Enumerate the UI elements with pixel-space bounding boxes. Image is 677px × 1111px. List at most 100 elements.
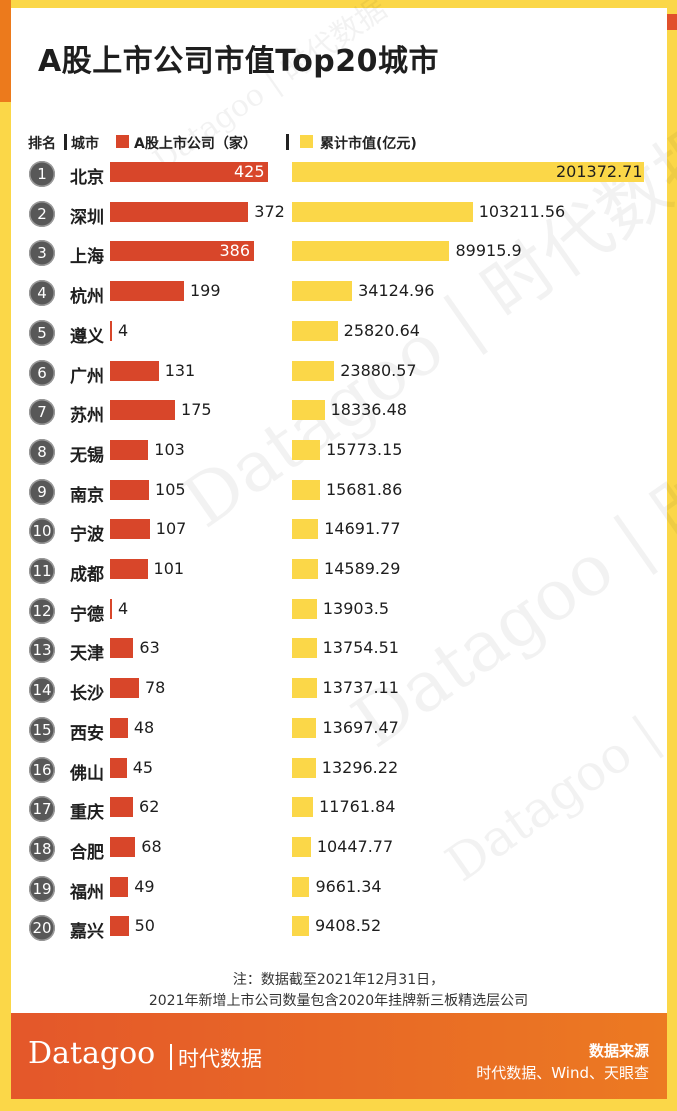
count-bar xyxy=(110,876,129,897)
table-row: 9 南京 105 15681.86 xyxy=(0,476,677,506)
value-label: 18336.48 xyxy=(330,400,407,420)
footer-band xyxy=(11,1013,667,1099)
rank-badge: 10 xyxy=(29,518,55,545)
value-label: 103211.56 xyxy=(478,201,566,221)
count-bar xyxy=(110,281,184,302)
count-label: 199 xyxy=(189,281,221,301)
frame-right-accent xyxy=(667,14,677,30)
table-row: 16 佛山 45 13296.22 xyxy=(0,754,677,784)
count-bar xyxy=(110,598,112,619)
count-label: 49 xyxy=(134,876,155,896)
value-label: 13903.5 xyxy=(322,598,390,618)
table-row: 3 上海 386 89915.9 xyxy=(0,237,677,267)
rank-badge: 13 xyxy=(29,637,55,664)
value-bar xyxy=(292,281,353,302)
count-label: 78 xyxy=(144,678,166,698)
value-label: 13737.11 xyxy=(322,678,399,698)
frame-top xyxy=(0,0,677,8)
rank-badge: 16 xyxy=(29,756,55,783)
city-label: 上海 xyxy=(70,247,104,268)
count-label: 131 xyxy=(164,360,196,380)
city-label: 无锡 xyxy=(70,445,104,466)
table-row: 8 无锡 103 15773.15 xyxy=(0,436,677,466)
count-label: 48 xyxy=(133,717,155,737)
count-bar xyxy=(110,678,139,699)
value-label: 23880.57 xyxy=(340,360,417,380)
count-bar xyxy=(110,836,136,857)
table-row: 7 苏州 175 18336.48 xyxy=(0,396,677,426)
count-bar xyxy=(110,797,134,818)
count-label: 103 xyxy=(154,439,185,459)
count-label: 4 xyxy=(118,320,129,340)
rank-badge: 4 xyxy=(29,280,55,307)
value-label: 10447.77 xyxy=(316,836,394,856)
rank-badge: 6 xyxy=(29,359,55,386)
city-label: 合肥 xyxy=(70,842,104,863)
legend-value-label: 累计市值(亿元) xyxy=(320,136,417,152)
value-label: 9661.34 xyxy=(315,876,382,896)
note-line-2: 2021年新增上市公司数量包含2020年挂牌新三板精选层公司 xyxy=(148,993,529,1009)
table-row: 6 广州 131 23880.57 xyxy=(0,357,677,387)
count-label: 63 xyxy=(139,638,160,658)
rank-badge: 5 xyxy=(29,319,55,346)
rank-badge: 1 xyxy=(29,161,55,187)
value-bar xyxy=(292,598,317,619)
value-label: 25820.64 xyxy=(343,320,420,340)
value-label: 34124.96 xyxy=(358,281,435,301)
value-bar xyxy=(292,916,309,937)
city-label: 广州 xyxy=(70,366,104,387)
table-row: 5 遵义 4 25820.64 xyxy=(0,317,677,347)
count-label: 68 xyxy=(141,836,162,856)
count-bar xyxy=(110,479,150,500)
footer-brand-cn: 时代数据 xyxy=(178,1047,262,1071)
table-row: 12 宁德 4 13903.5 xyxy=(0,595,677,625)
count-bar xyxy=(110,916,129,937)
value-bar xyxy=(292,876,310,897)
value-bar xyxy=(292,201,473,222)
count-label: 45 xyxy=(132,757,154,777)
rank-badge: 18 xyxy=(29,835,55,862)
city-label: 福州 xyxy=(70,882,104,903)
value-bar xyxy=(292,241,450,262)
rank-badge: 3 xyxy=(29,240,55,267)
city-label: 苏州 xyxy=(70,406,104,427)
count-label: 107 xyxy=(155,519,187,539)
city-label: 深圳 xyxy=(70,207,104,228)
rank-badge: 15 xyxy=(29,716,55,743)
rank-badge: 9 xyxy=(29,478,55,505)
count-label: 386 xyxy=(219,241,251,261)
count-bar xyxy=(110,439,149,460)
table-row: 14 长沙 78 13737.11 xyxy=(0,674,677,704)
rank-badge: 11 xyxy=(29,558,55,584)
count-label: 372 xyxy=(254,201,285,221)
value-label: 14691.77 xyxy=(324,519,401,539)
city-label: 宁波 xyxy=(70,525,104,546)
city-label: 长沙 xyxy=(70,684,104,705)
city-label: 西安 xyxy=(70,723,104,744)
table-row: 2 深圳 372 103211.56 xyxy=(0,198,677,228)
rank-badge: 2 xyxy=(29,200,55,227)
value-label: 9408.52 xyxy=(315,916,382,936)
value-label: 13296.22 xyxy=(321,757,399,777)
city-label: 北京 xyxy=(70,168,104,188)
value-bar xyxy=(292,400,325,421)
footer-source-list: 时代数据、Wind、天眼查 xyxy=(476,1064,649,1082)
rank-badge: 19 xyxy=(29,875,55,902)
count-bar xyxy=(110,638,134,659)
table-row: 10 宁波 107 14691.77 xyxy=(0,515,677,545)
value-bar xyxy=(292,678,317,699)
legend-count-label: A股上市公司（家） xyxy=(134,136,257,152)
frame-right xyxy=(667,0,677,1111)
header-separator-2 xyxy=(286,134,289,150)
city-label: 天津 xyxy=(70,644,104,665)
table-row: 19 福州 49 9661.34 xyxy=(0,873,677,903)
rank-badge: 8 xyxy=(29,438,55,465)
page-title: A股上市公司市值Top20城市 xyxy=(38,44,440,79)
count-bar xyxy=(110,519,150,540)
value-bar xyxy=(292,439,321,460)
value-label: 13697.47 xyxy=(322,717,399,737)
footer-brand-divider xyxy=(170,1044,172,1070)
city-label: 成都 xyxy=(70,565,104,585)
table-row: 18 合肥 68 10447.77 xyxy=(0,833,677,863)
count-label: 101 xyxy=(153,559,185,578)
